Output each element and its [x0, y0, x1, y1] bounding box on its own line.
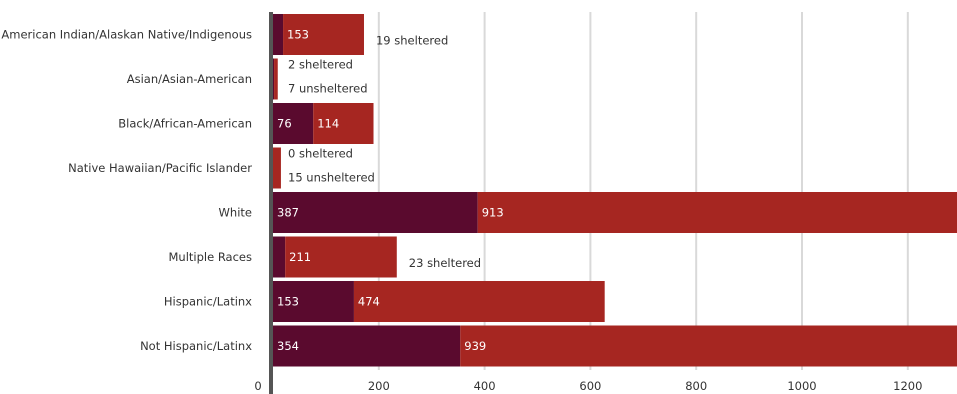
category-label-3: Native Hawaiian/Pacific Islander: [68, 161, 252, 175]
bar-unsheltered-3: [273, 147, 281, 189]
category-label-1: Asian/Asian-American: [127, 72, 252, 86]
x-tick-0: 0: [254, 379, 261, 393]
bar-sheltered-2: [273, 103, 314, 144]
x-tick-800: 800: [685, 379, 707, 393]
data-label-unsheltered-0: 153: [287, 28, 309, 42]
annotation-0: 19 sheltered: [376, 34, 448, 48]
data-label-unsheltered-5: 211: [289, 250, 311, 264]
x-tick-1200: 1200: [893, 379, 922, 393]
category-label-5: Multiple Races: [168, 250, 252, 264]
bar-unsheltered-0: [283, 14, 364, 55]
data-label-sheltered-2: 76: [277, 117, 292, 131]
x-tick-1000: 1000: [787, 379, 816, 393]
category-label-0: American Indian/Alaskan Native/Indigenou…: [1, 28, 252, 42]
bar-unsheltered-4: [477, 192, 957, 233]
annotation-1-0: 2 sheltered: [288, 58, 353, 72]
category-label-2: Black/African-American: [118, 117, 252, 131]
bar-unsheltered-1: [274, 58, 278, 100]
annotation-1-1: 7 unsheltered: [288, 82, 368, 96]
x-tick-200: 200: [368, 379, 390, 393]
data-label-unsheltered-7: 939: [464, 339, 486, 353]
category-label-6: Hispanic/Latinx: [164, 295, 252, 309]
category-label-7: Not Hispanic/Latinx: [140, 339, 252, 353]
bar-sheltered-4: [273, 192, 478, 233]
annotation-5: 23 sheltered: [409, 256, 481, 270]
bar-labels: 153 19 sheltered 2 sheltered 7 unsheltered 7…: [277, 28, 504, 354]
bar-unsheltered-7: [460, 325, 957, 367]
x-tick-400: 400: [474, 379, 496, 393]
x-tick-labels: 0 200 400 600 800 1000 1200: [254, 379, 922, 393]
bar-unsheltered-6: [353, 281, 605, 322]
bars: [273, 14, 957, 367]
data-label-unsheltered-2: 114: [317, 117, 339, 131]
bar-sheltered-0: [273, 14, 284, 55]
bar-unsheltered-2: [313, 103, 374, 144]
bar-sheltered-1: [273, 58, 275, 100]
annotation-3-1: 15 unsheltered: [288, 171, 375, 185]
bar-unsheltered-5: [285, 236, 397, 278]
category-labels: American Indian/Alaskan Native/Indigenou…: [1, 28, 252, 354]
data-label-sheltered-6: 153: [277, 295, 299, 309]
data-label-sheltered-7: 354: [277, 339, 299, 353]
bar-sheltered-6: [273, 281, 354, 322]
bar-sheltered-5: [273, 236, 286, 278]
data-label-unsheltered-4: 913: [482, 206, 504, 220]
data-label-unsheltered-6: 474: [358, 295, 380, 309]
annotation-3-0: 0 sheltered: [288, 147, 353, 161]
category-label-4: White: [219, 206, 252, 220]
data-label-sheltered-4: 387: [277, 206, 299, 220]
bar-sheltered-7: [273, 325, 461, 367]
x-tick-600: 600: [579, 379, 601, 393]
